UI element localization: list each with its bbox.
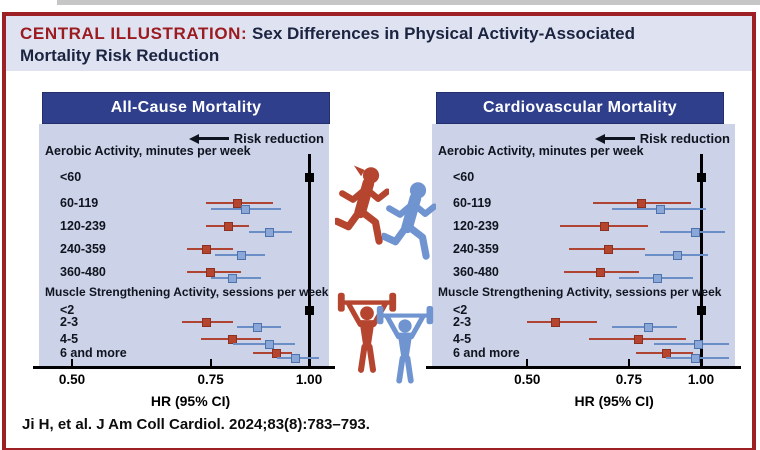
x-axis — [426, 366, 741, 369]
axis-tick — [71, 359, 73, 367]
left-arrow-shaft — [604, 137, 635, 140]
male-weightlifter-icon — [376, 306, 434, 384]
hr-point-women — [596, 267, 606, 277]
female-runner-icon — [335, 165, 389, 245]
figure-title-line1: Sex Differences in Physical Activity-Ass… — [252, 24, 636, 43]
row-label: 360-480 — [60, 265, 106, 279]
female-weightlifter-icon — [337, 292, 397, 373]
hr-point-women — [551, 317, 561, 327]
hr-point-men — [290, 353, 300, 363]
hr-point-men — [264, 227, 274, 237]
row-label: <60 — [453, 170, 475, 184]
ci-line-women — [527, 320, 597, 324]
row-label: 120-239 — [60, 219, 106, 233]
x-tick-label: 1.00 — [295, 372, 323, 387]
hr-point-men — [228, 273, 238, 283]
x-tick-label: 0.50 — [58, 372, 86, 387]
hr-point-women — [634, 334, 644, 344]
hr-point-men — [694, 339, 704, 349]
citation: Ji H, et al. J Am Coll Cardiol. 2024;83(… — [22, 416, 370, 433]
row-label: 240-359 — [453, 242, 499, 256]
left-arrow-icon — [594, 133, 605, 144]
reference-line — [699, 154, 703, 367]
hr-point-women — [201, 317, 211, 327]
hr-point-women — [603, 244, 613, 254]
risk-reduction-annotation: Risk reduction — [594, 131, 730, 146]
row-label: 4-5 — [60, 332, 79, 346]
row-label: 6 and more — [453, 346, 520, 360]
row-label: <60 — [60, 170, 82, 184]
left-arrow-shaft — [198, 137, 229, 140]
row-label: 4-5 — [453, 332, 472, 346]
reference-point — [696, 172, 706, 182]
male-runner-icon — [382, 182, 436, 260]
hr-point-men — [240, 204, 250, 214]
section-header: Aerobic Activity, minutes per week — [438, 144, 644, 158]
row-label: <2 — [453, 303, 468, 317]
hr-point-women — [599, 221, 609, 231]
x-tick-label: 0.75 — [615, 372, 643, 387]
hr-point-men — [236, 250, 246, 260]
panel-plot-all-cause: Risk reduction Aerobic Activity, minutes … — [39, 124, 329, 367]
hr-point-men — [672, 250, 682, 260]
row-label: 120-239 — [453, 219, 499, 233]
hr-point-men — [264, 339, 274, 349]
row-label: 60-119 — [453, 196, 492, 210]
reference-point — [304, 305, 314, 315]
panel-plot-cardiovascular: Risk reduction Aerobic Activity, minutes … — [432, 124, 735, 367]
ci-line-men — [654, 342, 730, 346]
panel-title-all-cause: All-Cause Mortality — [42, 92, 330, 124]
row-label: <2 — [60, 303, 75, 317]
x-tick-label: 1.00 — [687, 372, 715, 387]
row-label: 2-3 — [453, 315, 472, 329]
row-label: 60-119 — [60, 196, 99, 210]
x-axis-title: HR (95% CI) — [574, 393, 654, 409]
figure-title: CENTRAL ILLUSTRATION: Sex Differences in… — [20, 23, 735, 67]
panel-title-cardiovascular: Cardiovascular Mortality — [436, 92, 724, 124]
hr-point-women — [201, 244, 211, 254]
axis-tick — [627, 359, 630, 367]
hr-point-men — [691, 227, 701, 237]
figure-title-line2: Mortality Risk Reduction — [20, 46, 220, 65]
reference-line — [307, 154, 311, 367]
central-illustration-label: CENTRAL ILLUSTRATION: — [20, 24, 248, 43]
hr-point-men — [252, 322, 262, 332]
hr-point-women — [223, 221, 233, 231]
reference-point — [304, 172, 314, 182]
hr-point-men — [655, 204, 665, 214]
screenshot-top-strip — [57, 0, 760, 5]
title-band: CENTRAL ILLUSTRATION: Sex Differences in… — [6, 16, 752, 71]
figure-frame: CENTRAL ILLUSTRATION: Sex Differences in… — [2, 12, 756, 450]
x-axis-title: HR (95% CI) — [150, 393, 231, 409]
x-axis — [33, 366, 335, 369]
section-header: Aerobic Activity, minutes per week — [45, 144, 251, 158]
row-label: 6 and more — [60, 346, 127, 360]
x-tick-label: 0.50 — [514, 372, 541, 387]
x-tick-label: 0.75 — [197, 372, 224, 387]
risk-reduction-label: Risk reduction — [639, 131, 730, 146]
hr-point-men — [652, 273, 662, 283]
risk-reduction-annotation: Risk reduction — [188, 131, 324, 146]
row-label: 2-3 — [60, 315, 79, 329]
row-label: 240-359 — [60, 242, 106, 256]
axis-tick — [209, 359, 212, 367]
hr-point-men — [643, 322, 653, 332]
hr-point-women — [232, 198, 242, 208]
axis-tick — [526, 359, 529, 367]
reference-point — [696, 305, 706, 315]
section-header: Muscle Strengthening Activity, sessions … — [45, 285, 329, 299]
row-label: 360-480 — [453, 265, 499, 279]
ci-line-men — [232, 342, 296, 346]
hr-point-women — [206, 267, 216, 277]
risk-reduction-label: Risk reduction — [233, 131, 324, 146]
hr-point-men — [691, 353, 701, 363]
section-header: Muscle Strengthening Activity, sessions … — [438, 285, 722, 299]
hr-point-women — [637, 198, 647, 208]
left-arrow-icon — [188, 133, 199, 144]
